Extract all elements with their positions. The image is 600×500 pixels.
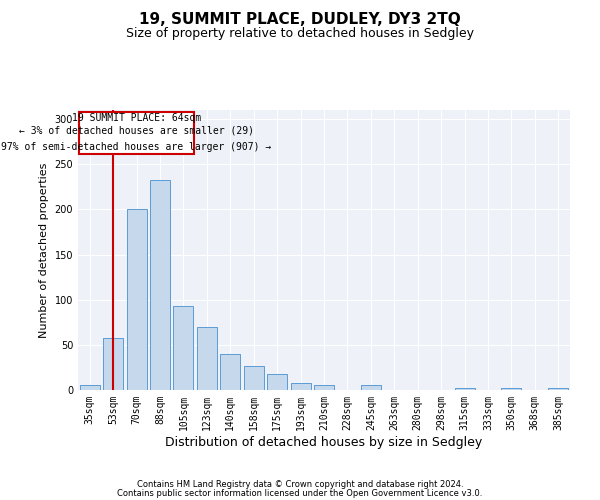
Bar [502,388,521,390]
Text: 19, SUMMIT PLACE, DUDLEY, DY3 2TQ: 19, SUMMIT PLACE, DUDLEY, DY3 2TQ [139,12,461,28]
Y-axis label: Number of detached properties: Number of detached properties [39,162,49,338]
Bar [103,338,123,390]
Bar [361,386,381,390]
Bar [548,388,568,390]
Bar [150,180,170,390]
Text: Contains public sector information licensed under the Open Government Licence v3: Contains public sector information licen… [118,488,482,498]
X-axis label: Distribution of detached houses by size in Sedgley: Distribution of detached houses by size … [166,436,482,448]
Bar [244,366,263,390]
Text: Contains HM Land Registry data © Crown copyright and database right 2024.: Contains HM Land Registry data © Crown c… [137,480,463,489]
Bar [197,327,217,390]
Bar [173,306,193,390]
Bar [314,386,334,390]
Text: Size of property relative to detached houses in Sedgley: Size of property relative to detached ho… [126,28,474,40]
Text: ← 3% of detached houses are smaller (29): ← 3% of detached houses are smaller (29) [19,126,254,136]
Bar [267,374,287,390]
Bar [290,383,311,390]
Bar [455,388,475,390]
Text: 97% of semi-detached houses are larger (907) →: 97% of semi-detached houses are larger (… [1,142,272,152]
Text: 19 SUMMIT PLACE: 64sqm: 19 SUMMIT PLACE: 64sqm [72,113,201,123]
Bar [220,354,240,390]
Bar [127,210,146,390]
Bar [80,386,100,390]
